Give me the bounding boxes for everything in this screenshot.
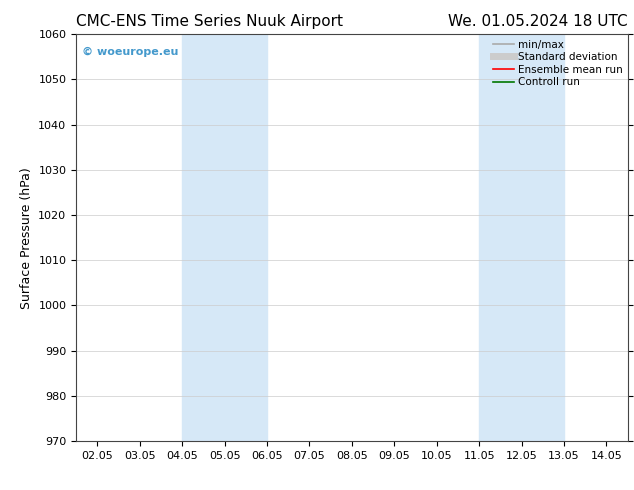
Legend: min/max, Standard deviation, Ensemble mean run, Controll run: min/max, Standard deviation, Ensemble me… xyxy=(491,37,624,89)
Bar xyxy=(479,34,564,441)
Text: CMC-ENS Time Series Nuuk Airport: CMC-ENS Time Series Nuuk Airport xyxy=(76,14,343,29)
Text: © woeurope.eu: © woeurope.eu xyxy=(82,47,178,56)
Text: We. 01.05.2024 18 UTC: We. 01.05.2024 18 UTC xyxy=(448,14,628,29)
Y-axis label: Surface Pressure (hPa): Surface Pressure (hPa) xyxy=(20,167,33,309)
Bar xyxy=(182,34,267,441)
